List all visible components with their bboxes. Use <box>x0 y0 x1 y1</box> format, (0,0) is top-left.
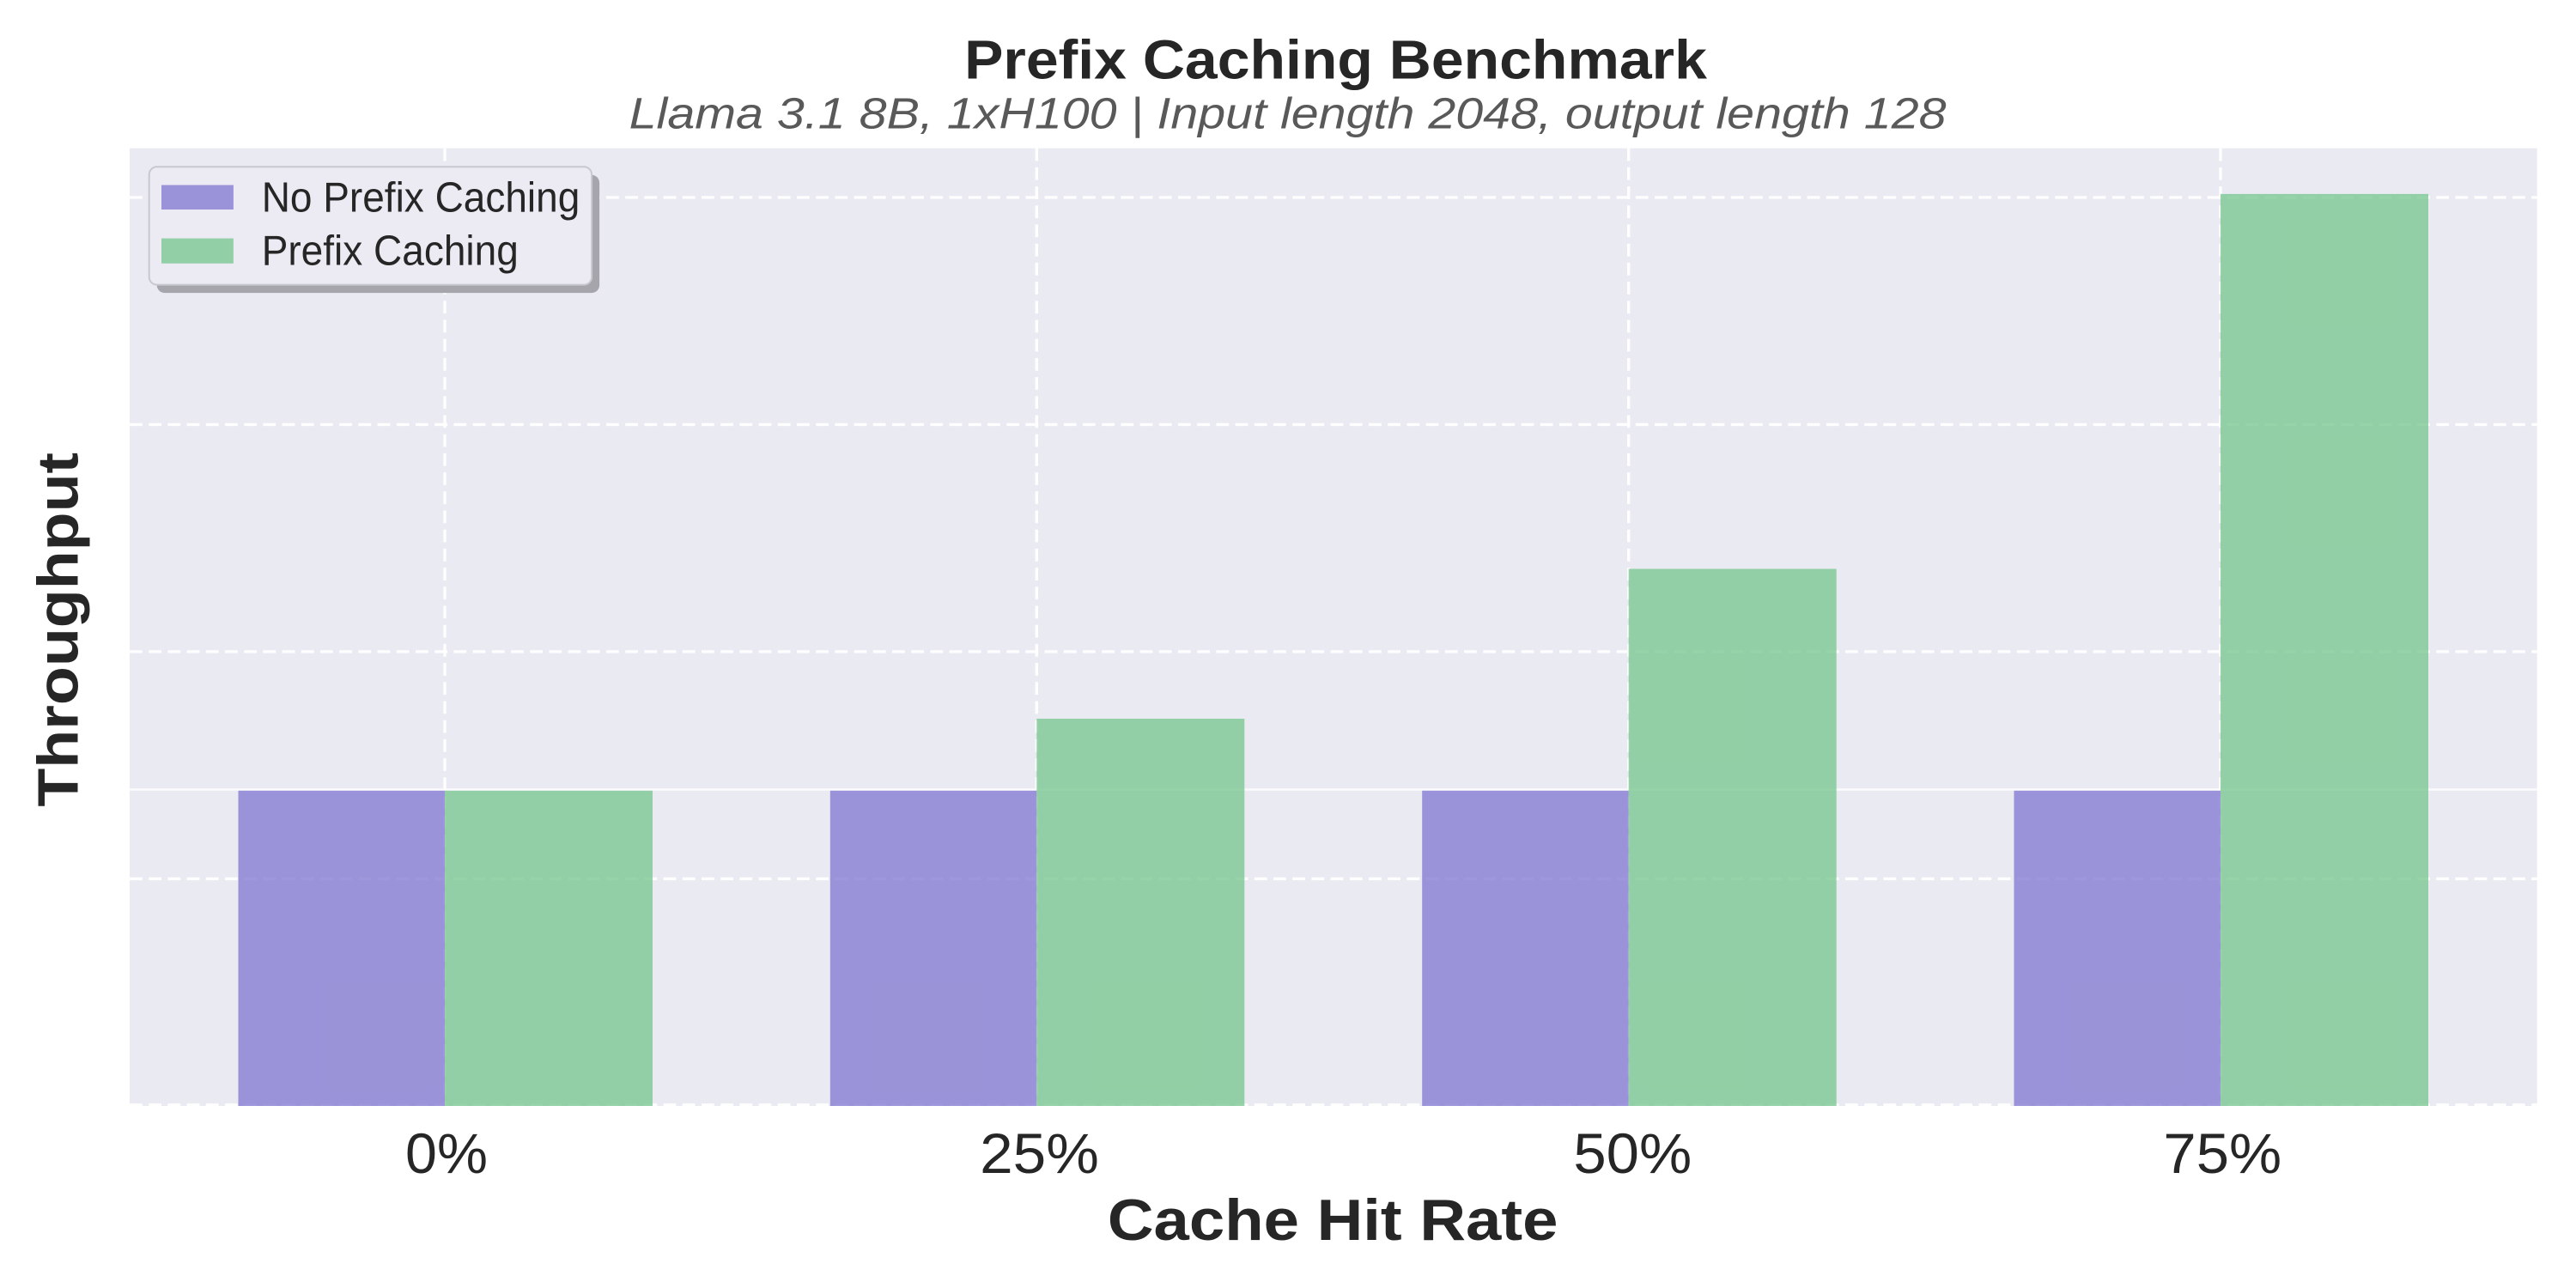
svg-text:50%: 50% <box>1573 1121 1692 1185</box>
svg-text:Throughput: Throughput <box>27 453 91 807</box>
svg-text:75%: 75% <box>2163 1121 2281 1185</box>
svg-text:0%: 0% <box>405 1121 488 1185</box>
svg-text:25%: 25% <box>980 1121 1099 1185</box>
svg-text:Llama 3.1 8B, 1xH100 | Input l: Llama 3.1 8B, 1xH100 | Input length 2048… <box>629 88 1947 137</box>
svg-text:Prefix Caching: Prefix Caching <box>262 228 519 275</box>
svg-text:No Prefix Caching: No Prefix Caching <box>262 174 580 222</box>
svg-text:Cache Hit Rate: Cache Hit Rate <box>1108 1188 1558 1253</box>
svg-text:Prefix Caching Benchmark: Prefix Caching Benchmark <box>964 29 1707 91</box>
